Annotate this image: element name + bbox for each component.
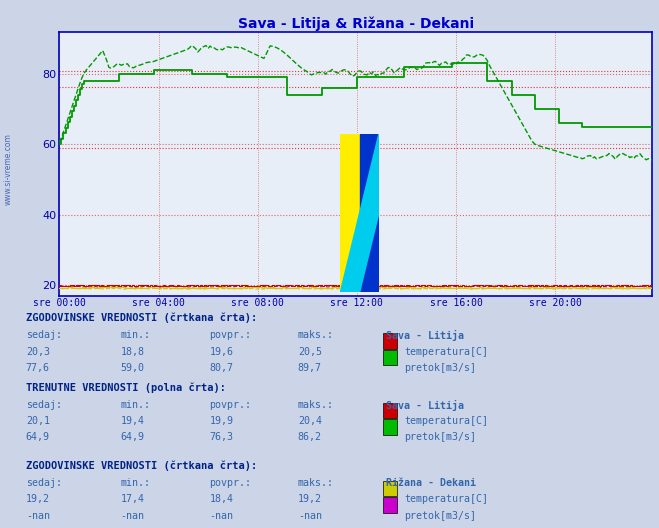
Text: maks.:: maks.:: [298, 330, 334, 340]
Text: -nan: -nan: [121, 511, 145, 521]
Text: 76,3: 76,3: [210, 432, 233, 442]
Text: 64,9: 64,9: [121, 432, 145, 442]
Text: 18,8: 18,8: [121, 346, 145, 356]
Text: 19,6: 19,6: [210, 346, 233, 356]
Text: ZGODOVINSKE VREDNOSTI (črtkana črta):: ZGODOVINSKE VREDNOSTI (črtkana črta):: [26, 460, 257, 471]
Text: 89,7: 89,7: [298, 363, 322, 373]
FancyBboxPatch shape: [384, 350, 397, 365]
Text: -nan: -nan: [210, 511, 233, 521]
Text: sedaj:: sedaj:: [26, 400, 62, 410]
FancyBboxPatch shape: [384, 419, 397, 435]
Text: www.si-vreme.com: www.si-vreme.com: [3, 133, 13, 205]
Text: 20,3: 20,3: [26, 346, 50, 356]
Text: 64,9: 64,9: [26, 432, 50, 442]
Text: pretok[m3/s]: pretok[m3/s]: [404, 432, 476, 442]
Text: 19,4: 19,4: [121, 416, 145, 426]
Text: -nan: -nan: [298, 511, 322, 521]
Text: maks.:: maks.:: [298, 400, 334, 410]
Text: 59,0: 59,0: [121, 363, 145, 373]
Text: sedaj:: sedaj:: [26, 330, 62, 340]
Text: Sava - Litija: Sava - Litija: [386, 400, 465, 411]
FancyBboxPatch shape: [384, 333, 397, 349]
Text: 19,2: 19,2: [298, 494, 322, 504]
Text: pretok[m3/s]: pretok[m3/s]: [404, 363, 476, 373]
Text: temperatura[C]: temperatura[C]: [404, 346, 488, 356]
Text: pretok[m3/s]: pretok[m3/s]: [404, 511, 476, 521]
Text: 77,6: 77,6: [26, 363, 50, 373]
Text: temperatura[C]: temperatura[C]: [404, 416, 488, 426]
Text: povpr.:: povpr.:: [210, 478, 251, 488]
FancyBboxPatch shape: [384, 497, 397, 513]
Text: 19,9: 19,9: [210, 416, 233, 426]
Text: 17,4: 17,4: [121, 494, 145, 504]
Text: 86,2: 86,2: [298, 432, 322, 442]
Text: maks.:: maks.:: [298, 478, 334, 488]
Text: sedaj:: sedaj:: [26, 478, 62, 488]
Text: Sava - Litija: Sava - Litija: [386, 330, 465, 341]
Text: 19,2: 19,2: [26, 494, 50, 504]
Text: TRENUTNE VREDNOSTI (polna črta):: TRENUTNE VREDNOSTI (polna črta):: [26, 382, 226, 393]
Text: 20,5: 20,5: [298, 346, 322, 356]
Text: 80,7: 80,7: [210, 363, 233, 373]
Text: min.:: min.:: [121, 330, 151, 340]
Text: min.:: min.:: [121, 400, 151, 410]
Text: 20,4: 20,4: [298, 416, 322, 426]
Text: ZGODOVINSKE VREDNOSTI (črtkana črta):: ZGODOVINSKE VREDNOSTI (črtkana črta):: [26, 313, 257, 323]
Text: temperatura[C]: temperatura[C]: [404, 494, 488, 504]
Title: Sava - Litija & Rižana - Dekani: Sava - Litija & Rižana - Dekani: [238, 16, 474, 31]
Text: 20,1: 20,1: [26, 416, 50, 426]
Text: min.:: min.:: [121, 478, 151, 488]
Text: povpr.:: povpr.:: [210, 330, 251, 340]
Text: povpr.:: povpr.:: [210, 400, 251, 410]
Text: Rižana - Dekani: Rižana - Dekani: [386, 478, 476, 488]
FancyBboxPatch shape: [384, 403, 397, 418]
Text: -nan: -nan: [26, 511, 50, 521]
FancyBboxPatch shape: [384, 481, 397, 496]
Text: 18,4: 18,4: [210, 494, 233, 504]
